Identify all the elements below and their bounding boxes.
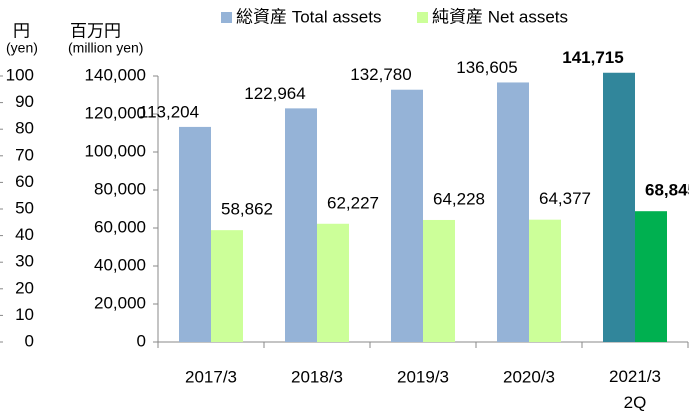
- data-label: 141,715: [562, 48, 623, 67]
- data-label: 136,605: [456, 58, 517, 77]
- y-tick-label: 40,000: [94, 255, 146, 274]
- x-tick-label: 2018/3: [291, 367, 343, 386]
- data-label: 58,862: [221, 200, 273, 219]
- y2-tick-label: 40: [15, 225, 34, 244]
- legend-label: 総資産 Total assets: [236, 7, 382, 26]
- y-axis-title: 百万円: [70, 21, 121, 40]
- x-tick-label: 2021/3 2Q: [609, 367, 661, 412]
- data-label: 113,204: [139, 102, 199, 121]
- bar: [211, 230, 243, 342]
- y-tick-label: 20,000: [94, 293, 146, 312]
- x-tick-line: 2Q: [624, 393, 647, 412]
- y2-tick-label: 100: [6, 65, 34, 84]
- bar: [179, 126, 211, 342]
- y2-tick-label: 90: [15, 92, 34, 111]
- y2-tick-label: 20: [15, 278, 34, 297]
- bar: [603, 72, 635, 342]
- data-label: 62,227: [327, 193, 379, 212]
- data-label: 64,377: [539, 189, 591, 208]
- y2-tick-label: 60: [15, 172, 34, 191]
- bar: [529, 219, 561, 342]
- bar: [497, 82, 529, 342]
- x-tick-label: 2019/3: [397, 367, 449, 386]
- y2-tick-label: 80: [15, 119, 34, 138]
- y-axis-unit: (million yen): [68, 40, 143, 56]
- x-tick-label: 2020/3: [503, 367, 555, 386]
- bar: [635, 211, 667, 342]
- y-tick-label: 0: [137, 331, 146, 350]
- legend-swatch: [417, 12, 428, 23]
- y2-axis-title: 円: [13, 21, 30, 40]
- data-label: 122,964: [244, 84, 305, 103]
- y2-tick-label: 50: [15, 198, 34, 217]
- y2-axis-unit: (yen): [6, 40, 38, 56]
- x-tick-line: 2021/3: [609, 367, 661, 386]
- y-tick-label: 120,000: [85, 103, 146, 122]
- y2-tick-label: 0: [25, 331, 34, 350]
- bar: [285, 108, 317, 342]
- y2-tick-label: 10: [15, 305, 34, 324]
- bar: [317, 223, 349, 342]
- y2-tick-label: 70: [15, 145, 34, 164]
- bar: [391, 89, 423, 342]
- y-tick-label: 60,000: [94, 217, 146, 236]
- y-tick-label: 80,000: [94, 179, 146, 198]
- y-tick-label: 140,000: [85, 65, 146, 84]
- bar: [423, 219, 455, 342]
- y-tick-label: 100,000: [85, 141, 146, 160]
- x-tick-label: 2017/3: [185, 367, 237, 386]
- legend-label: 純資産 Net assets: [432, 7, 568, 26]
- data-label: 68,845: [645, 181, 689, 200]
- data-label: 64,228: [433, 189, 485, 208]
- y2-tick-label: 30: [15, 252, 34, 271]
- data-label: 132,780: [350, 65, 411, 84]
- legend-swatch: [221, 12, 232, 23]
